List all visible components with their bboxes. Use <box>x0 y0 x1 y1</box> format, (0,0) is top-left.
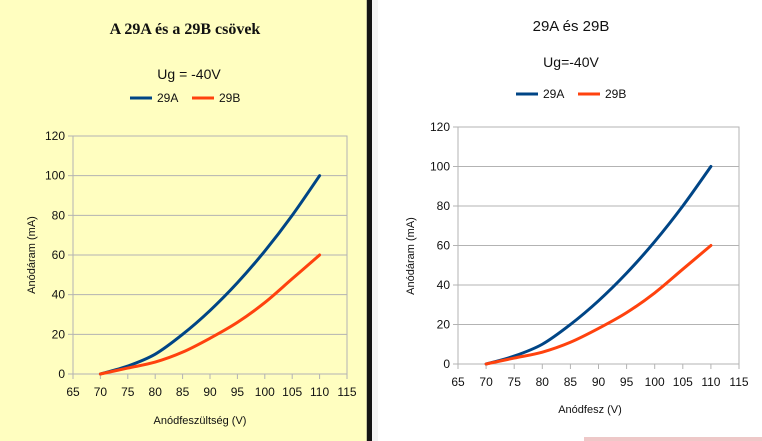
right-x-tick-label-80: 80 <box>536 375 550 389</box>
left-x-tick-label-75: 75 <box>121 385 135 399</box>
left-x-tick-label-110: 110 <box>310 385 329 399</box>
right-x-tick-label-75: 75 <box>508 375 522 389</box>
right-x-tick-label-100: 100 <box>645 375 665 389</box>
left-legend-label-29b: 29B <box>219 91 240 105</box>
divider-strip <box>372 0 378 441</box>
left-y-tick-label-100: 100 <box>45 169 65 183</box>
left-y-tick-label-80: 80 <box>52 208 66 222</box>
left-x-tick-label-80: 80 <box>149 385 163 399</box>
left-x-tick-label-105: 105 <box>282 385 302 399</box>
right-x-tick-label-65: 65 <box>451 375 465 389</box>
right-series-line-29b <box>484 244 713 366</box>
left-y-tick-label-120: 120 <box>45 129 65 143</box>
left-legend-label-29a: 29A <box>157 91 178 105</box>
left-y-tick-label-60: 60 <box>52 248 66 262</box>
left-plot-frame <box>72 135 348 375</box>
right-y-tick-label-20: 20 <box>437 318 451 332</box>
bottom-decoration <box>584 437 762 441</box>
right-y-tick-label-0: 0 <box>443 357 450 371</box>
left-x-tick-label-100: 100 <box>255 385 275 399</box>
right-x-tick-label-95: 95 <box>620 375 634 389</box>
right-series-line-29a <box>484 165 713 366</box>
left-x-tick-label-90: 90 <box>203 385 217 399</box>
right-y-tick-label-40: 40 <box>437 278 451 292</box>
left-series-line-29b <box>98 253 322 376</box>
left-chart-title: A 29A és a 29B csövek <box>110 21 261 38</box>
left-chart-subtitle: Ug = -40V <box>157 66 221 82</box>
right-x-tick-label-70: 70 <box>479 375 493 389</box>
left-x-axis-label: Anódfeszültség (V) <box>154 415 247 427</box>
right-legend-label-29a: 29A <box>543 87 564 101</box>
right-chart-title: 29A és 29B <box>533 18 610 35</box>
left-x-tick-label-115: 115 <box>337 385 356 399</box>
left-y-tick-label-20: 20 <box>52 327 66 341</box>
right-x-tick-label-110: 110 <box>701 375 720 389</box>
right-chart-subtitle: Ug=-40V <box>543 54 599 70</box>
right-y-tick-label-100: 100 <box>430 160 450 174</box>
right-x-tick-label-90: 90 <box>592 375 606 389</box>
right-y-tick-label-120: 120 <box>430 120 450 134</box>
right-plot-frame <box>457 126 740 365</box>
right-x-axis-label: Anódfesz (V) <box>558 404 622 416</box>
left-y-tick-label-0: 0 <box>58 367 65 381</box>
left-x-tick-label-85: 85 <box>176 385 190 399</box>
right-y-tick-label-80: 80 <box>437 199 451 213</box>
left-plot-area: 0 20 40 60 80 100 120 65 70 75 80 85 90 95 100 105 110 11… <box>45 129 357 399</box>
right-x-tick-label-105: 105 <box>673 375 693 389</box>
left-y-tick-label-40: 40 <box>52 288 66 302</box>
left-x-tick-label-65: 65 <box>66 385 80 399</box>
left-x-tick-label-70: 70 <box>94 385 108 399</box>
panel-divider <box>367 0 372 441</box>
right-plot-area: 0 20 40 60 80 100 120 65 70 75 80 85 90 95 100 105 110 11… <box>430 120 749 389</box>
right-y-tick-label-60: 60 <box>437 239 451 253</box>
left-series-line-29a <box>98 174 322 376</box>
right-y-axis-label: Anódáram (mA) <box>405 217 417 295</box>
right-x-tick-label-115: 115 <box>729 375 748 389</box>
right-x-tick-label-85: 85 <box>564 375 578 389</box>
left-y-axis-label: Anódáram (mA) <box>26 216 38 294</box>
right-legend-label-29b: 29B <box>605 87 626 101</box>
left-x-tick-label-95: 95 <box>231 385 245 399</box>
